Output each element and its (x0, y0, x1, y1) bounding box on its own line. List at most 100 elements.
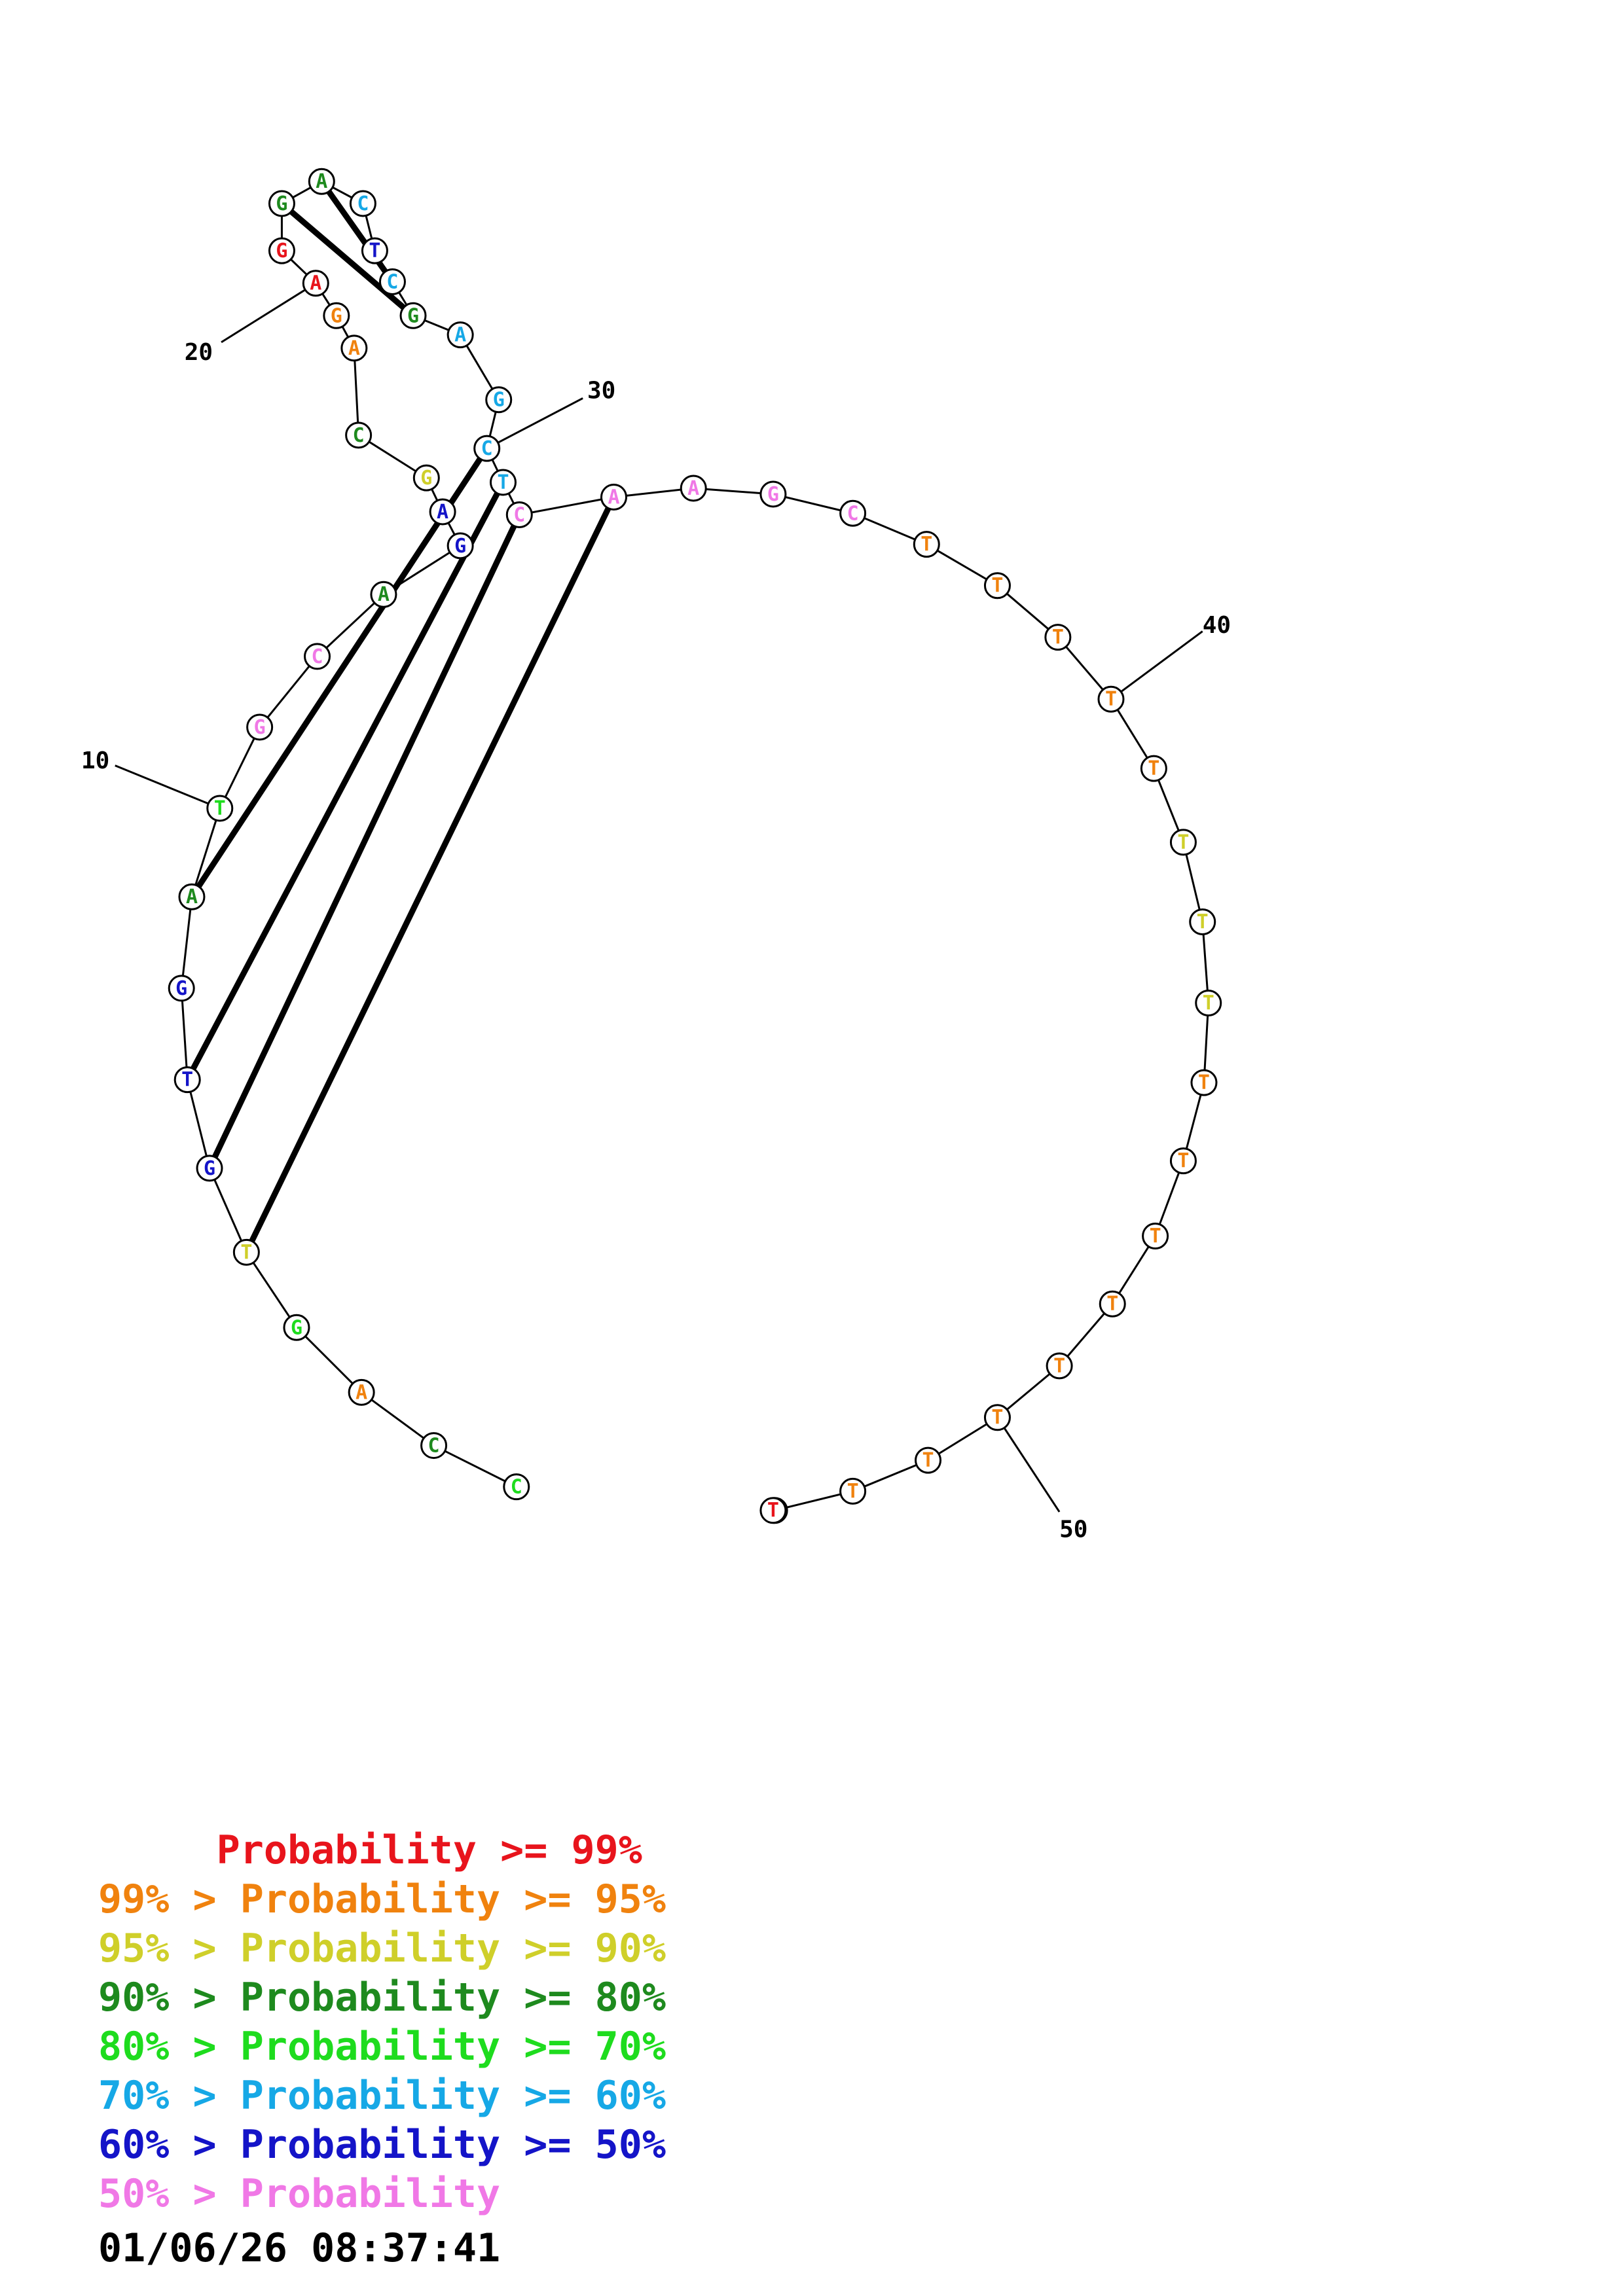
nucleotide: G (447, 532, 474, 560)
position-label: 30 (587, 377, 615, 404)
base-pair-line (206, 513, 522, 1170)
nucleotide: T (206, 795, 234, 822)
nucleotide: C (839, 499, 867, 527)
backbone-lines (180, 180, 1210, 1512)
nucleotide: A (302, 270, 329, 297)
nucleotide-letter: T (1177, 1150, 1189, 1173)
nucleotide-letter: A (310, 272, 321, 295)
backbone-segment (852, 1459, 929, 1492)
nucleotide: T (1195, 989, 1222, 1016)
nucleotide-letter: A (186, 886, 198, 908)
nucleotide: G (485, 386, 513, 414)
nucleotide-letter: C (386, 270, 398, 293)
nucleotide-circle (168, 975, 195, 1002)
nucleotide: T (489, 469, 517, 496)
nucleotide-letter: T (922, 1449, 934, 1472)
nucleotide: G (399, 302, 427, 329)
nucleotide-letter: A (687, 477, 699, 500)
backbone-segment (1182, 842, 1204, 922)
nucleotide: A (340, 334, 368, 362)
nucleotide-circle (283, 1314, 310, 1341)
nucleotide-letter: A (316, 170, 327, 193)
nucleotide: A (178, 883, 206, 910)
nucleotide-letter: T (369, 240, 380, 262)
nucleotide-circle (505, 501, 533, 529)
base-pair-line (185, 480, 506, 1081)
backbone-segment (180, 897, 193, 989)
position-tick (486, 397, 583, 450)
backbone-segment (361, 1391, 435, 1446)
backbone-segment (191, 808, 221, 897)
nucleotide-circle (680, 475, 707, 502)
backbone-segment (180, 988, 189, 1080)
position-label: 20 (185, 339, 213, 366)
nucleotide-circle (759, 480, 787, 508)
nucleotide-circle (1190, 1069, 1218, 1096)
nucleotide-circle (1169, 829, 1197, 856)
nucleotide: T (1169, 829, 1197, 856)
backbone-segment (208, 1168, 247, 1253)
backbone-segment (246, 1251, 298, 1329)
legend-line: 60% > Probability >= 50% (98, 2122, 666, 2168)
nucleotide-circle (268, 190, 295, 217)
backbone-segment (316, 594, 384, 657)
nucleotide-letter: T (767, 1499, 779, 1522)
backbone-segment (186, 1079, 211, 1169)
nucleotide-circle (1099, 1290, 1126, 1318)
nucleotide-circle (178, 883, 206, 910)
nucleotide-circle (302, 270, 329, 297)
nucleotide-letter: C (353, 424, 365, 447)
nucleotide: T (1142, 1223, 1169, 1250)
nucleotide-circle (361, 237, 388, 264)
nucleotide: T (232, 1238, 260, 1266)
nucleotide-letter: G (493, 389, 505, 412)
backbone-segment (219, 726, 261, 809)
backbone-segment (926, 543, 998, 586)
probability-legend: Probability >= 99% 99% > Probability >= … (98, 1826, 666, 2219)
nucleotide-letter: T (1197, 911, 1209, 934)
nucleotide: C (349, 190, 376, 217)
legend-line: Probability >= 99% (98, 1827, 642, 1873)
position-label: 10 (81, 747, 109, 774)
nucleotide: T (1099, 1290, 1126, 1318)
base-pair-line (244, 495, 617, 1254)
legend-line: 50% > Probability (98, 2171, 501, 2217)
legend-line: 80% > Probability >= 70% (98, 2024, 666, 2070)
nucleotide-letter: G (420, 467, 432, 490)
nucleotide-letter: T (240, 1241, 252, 1264)
nucleotide: T (1189, 908, 1216, 936)
nucleotide: G (168, 975, 195, 1002)
nucleotide-circle (420, 1432, 448, 1460)
nucleotide-letter: C (481, 437, 493, 460)
backbone-segment (927, 1416, 998, 1462)
nucleotide-circle (1097, 685, 1125, 713)
nucleotide-letter: T (214, 797, 226, 820)
nucleotide: C (304, 643, 331, 670)
nucleotide: G (412, 464, 440, 492)
nucleotide-circle (378, 268, 406, 295)
nucleotide-letter: C (357, 192, 369, 215)
nucleotide-circle (839, 499, 867, 527)
base-pair-line (280, 201, 415, 318)
nucleotide-letter: T (1053, 1355, 1065, 1378)
nucleotide-letter: G (291, 1316, 302, 1339)
nucleotide-letter: G (331, 304, 342, 327)
nucleotide-circle (1140, 755, 1167, 782)
nucleotide-circle (340, 334, 368, 362)
position-tick (115, 764, 221, 810)
nucleotide: G (246, 713, 274, 741)
position-tick (221, 282, 317, 344)
position-tick (1110, 630, 1203, 700)
backbone-segment (1182, 1082, 1205, 1161)
nucleotide: T (1044, 624, 1072, 651)
position-tick (996, 1416, 1061, 1513)
nucleotide-circle (370, 581, 397, 608)
nucleotide-letter: T (1203, 992, 1214, 1014)
nucleotide: G (268, 190, 295, 217)
nucleotide: C (345, 422, 373, 449)
backbone-segment (1057, 636, 1112, 700)
position-label: 40 (1203, 612, 1231, 639)
nucleotide: A (308, 168, 335, 195)
backbone-segment (1110, 698, 1155, 769)
